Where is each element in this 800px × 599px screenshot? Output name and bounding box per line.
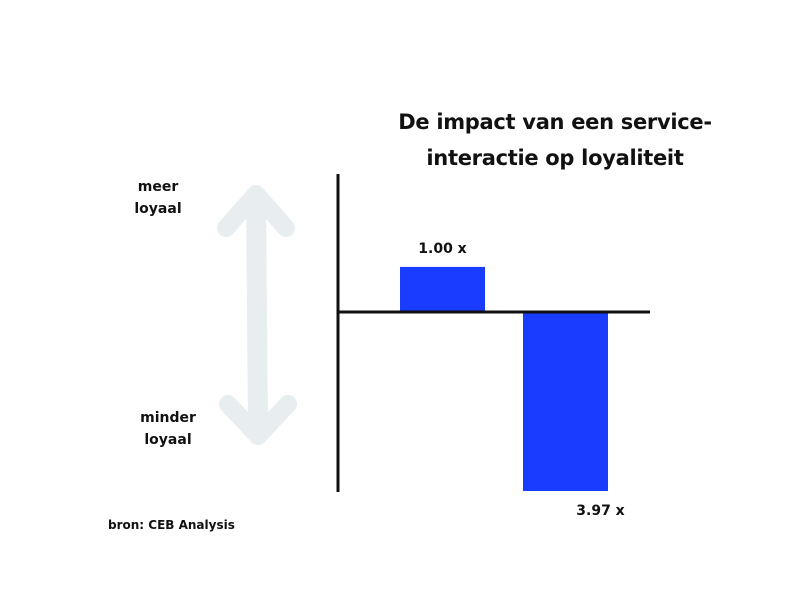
arrow-shaft bbox=[246, 186, 268, 442]
bar-1 bbox=[400, 266, 485, 312]
chart-title-line-2: interactie op loyaliteit bbox=[426, 146, 684, 170]
bar-2 bbox=[523, 312, 608, 491]
more-loyal-label-line-1: meer bbox=[137, 179, 179, 195]
data-labels-group: 1.00 x 3.97 x bbox=[418, 241, 624, 519]
data-label-2: 3.97 x bbox=[576, 503, 624, 519]
less-loyal-label-line-2: loyaal bbox=[144, 432, 192, 448]
source-note: bron: CEB Analysis bbox=[108, 518, 235, 532]
less-loyal-label-line-1: minder bbox=[140, 410, 196, 426]
more-loyal-label-line-2: loyaal bbox=[134, 201, 182, 217]
chart-title-line-1: De impact van een service- bbox=[398, 110, 712, 134]
arrow-head-top bbox=[217, 185, 295, 237]
data-label-1: 1.00 x bbox=[418, 241, 466, 257]
bars-group bbox=[400, 266, 608, 491]
less-loyal-label: minder loyaal bbox=[120, 407, 216, 451]
double-headed-vertical-arrow-icon bbox=[217, 185, 297, 445]
arrow-head-bottom bbox=[219, 395, 297, 445]
more-loyal-label: meer loyaal bbox=[118, 176, 198, 220]
chart-title: De impact van een service- interactie op… bbox=[360, 104, 750, 176]
